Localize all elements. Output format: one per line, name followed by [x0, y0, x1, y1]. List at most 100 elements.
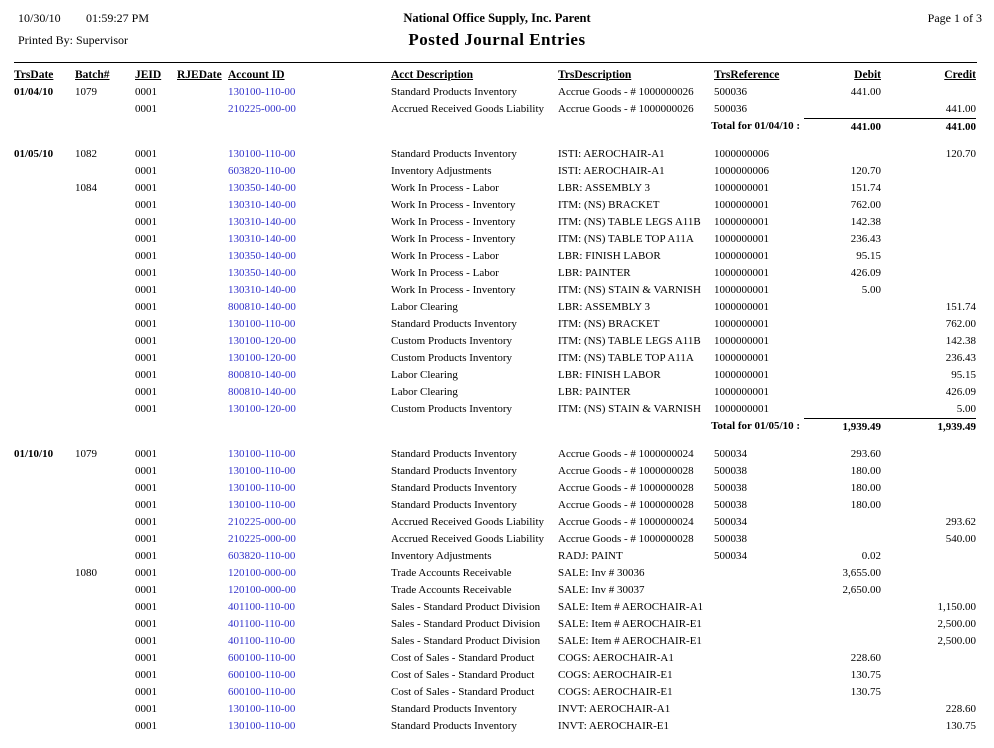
cell-trs-reference: 500034 [714, 550, 747, 562]
account-id-link[interactable]: 130100-110-00 [228, 148, 296, 160]
account-id-link[interactable]: 600100-110-00 [228, 686, 296, 698]
account-id-link[interactable]: 130100-110-00 [228, 499, 296, 511]
account-id-link[interactable]: 130100-110-00 [228, 703, 296, 715]
account-id-link[interactable]: 401100-110-00 [228, 618, 296, 630]
cell-debit: 236.43 [850, 233, 881, 245]
total-label: Total for 01/05/10 : [711, 420, 800, 432]
account-id-link[interactable]: 130350-140-00 [228, 267, 296, 279]
account-id-link[interactable]: 210225-000-00 [228, 516, 296, 528]
account-id-link[interactable]: 800810-140-00 [228, 301, 296, 313]
cell-jeid: 0001 [135, 148, 157, 160]
cell-batch: 1079 [75, 448, 97, 460]
account-id-link[interactable]: 120100-000-00 [228, 567, 296, 579]
cell-acct-description: Cost of Sales - Standard Product [391, 686, 535, 698]
cell-trs-reference: 500038 [714, 499, 747, 511]
cell-trs-reference: 500038 [714, 482, 747, 494]
cell-trs-reference: 1000000001 [714, 369, 769, 381]
account-id-link[interactable]: 130310-140-00 [228, 233, 296, 245]
print-date: 10/30/10 [18, 11, 61, 25]
cell-credit: 1,150.00 [937, 601, 977, 613]
cell-debit: 95.15 [856, 250, 881, 262]
account-id-link[interactable]: 800810-140-00 [228, 369, 296, 381]
cell-jeid: 0001 [135, 86, 157, 98]
column-header-debit: Debit [854, 69, 881, 81]
cell-acct-description: Inventory Adjustments [391, 165, 492, 177]
cell-trs-reference: 500034 [714, 516, 747, 528]
account-id-link[interactable]: 130100-120-00 [228, 335, 296, 347]
cell-acct-description: Accrued Received Goods Liability [391, 103, 545, 115]
account-id-link[interactable]: 130310-140-00 [228, 284, 296, 296]
account-id-link[interactable]: 600100-110-00 [228, 652, 296, 664]
account-id-link[interactable]: 130350-140-00 [228, 182, 296, 194]
account-id-link[interactable]: 603820-110-00 [228, 550, 296, 562]
account-id-link[interactable]: 401100-110-00 [228, 601, 296, 613]
journal-row: 0001 210225-000-00 Accrued Received Goods … [0, 531, 994, 548]
cell-trs-description: ITM: (NS) STAIN & VARNISH [558, 284, 701, 296]
account-id-link[interactable]: 800810-140-00 [228, 386, 296, 398]
cell-trs-description: Accrue Goods - # 1000000026 [558, 86, 694, 98]
account-id-link[interactable]: 130100-110-00 [228, 86, 296, 98]
account-id-link[interactable]: 401100-110-00 [228, 635, 296, 647]
account-id-link[interactable]: 130310-140-00 [228, 216, 296, 228]
cell-jeid: 0001 [135, 550, 157, 562]
total-row: Total for 01/04/10 : 441.00 441.00 [0, 117, 994, 135]
cell-trs-description: LBR: ASSEMBLY 3 [558, 182, 651, 194]
journal-row: 0001 600100-110-00 Cost of Sales - Standar… [0, 650, 994, 667]
account-id-link[interactable]: 603820-110-00 [228, 165, 296, 177]
cell-jeid: 0001 [135, 448, 157, 460]
account-id-link[interactable]: 600100-110-00 [228, 669, 296, 681]
cell-credit: 540.00 [945, 533, 976, 545]
journal-row: 0001 800810-140-00 Labor Clearing LBR: ASSE… [0, 299, 994, 316]
cell-jeid: 0001 [135, 567, 157, 579]
cell-jeid: 0001 [135, 465, 157, 477]
cell-trs-description: LBR: PAINTER [558, 267, 631, 279]
account-id-link[interactable]: 130100-110-00 [228, 318, 296, 330]
account-id-link[interactable]: 130100-110-00 [228, 448, 296, 460]
cell-jeid: 0001 [135, 403, 157, 415]
account-id-link[interactable]: 210225-000-00 [228, 533, 296, 545]
cell-jeid: 0001 [135, 250, 157, 262]
column-header-batch: Batch# [75, 69, 110, 81]
journal-row: 0001 130100-120-00 Custom Products Invento… [0, 333, 994, 350]
account-id-link[interactable]: 120100-000-00 [228, 584, 296, 596]
account-id-link[interactable]: 130100-120-00 [228, 403, 296, 415]
cell-jeid: 0001 [135, 352, 157, 364]
cell-acct-description: Standard Products Inventory [391, 720, 517, 732]
cell-trs-reference: 1000000001 [714, 352, 769, 364]
cell-debit: 2,650.00 [842, 584, 882, 596]
cell-credit: 2,500.00 [937, 635, 977, 647]
column-header-accountid: Account ID [228, 69, 285, 81]
account-id-link[interactable]: 130100-120-00 [228, 352, 296, 364]
cell-acct-description: Custom Products Inventory [391, 352, 512, 364]
account-id-link[interactable]: 210225-000-00 [228, 103, 296, 115]
account-id-link[interactable]: 130100-110-00 [228, 465, 296, 477]
account-id-link[interactable]: 130100-110-00 [228, 482, 296, 494]
cell-trs-description: ISTI: AEROCHAIR-A1 [558, 165, 665, 177]
cell-jeid: 0001 [135, 703, 157, 715]
cell-debit: 3,655.00 [842, 567, 882, 579]
journal-row: 0001 800810-140-00 Labor Clearing LBR: FINI… [0, 367, 994, 384]
cell-trs-description: COGS: AEROCHAIR-E1 [558, 669, 673, 681]
cell-trs-description: ITM: (NS) TABLE TOP A11A [558, 352, 694, 364]
cell-jeid: 0001 [135, 267, 157, 279]
cell-trs-reference: 1000000001 [714, 216, 769, 228]
account-id-link[interactable]: 130350-140-00 [228, 250, 296, 262]
cell-jeid: 0001 [135, 103, 157, 115]
account-id-link[interactable]: 130310-140-00 [228, 199, 296, 211]
cell-trs-description: Accrue Goods - # 1000000028 [558, 482, 694, 494]
cell-trs-description: ITM: (NS) TABLE LEGS A11B [558, 335, 701, 347]
column-header-row: TrsDate Batch# JEID RJEDate Account ID A… [0, 67, 994, 83]
cell-acct-description: Trade Accounts Receivable [391, 567, 512, 579]
cell-jeid: 0001 [135, 216, 157, 228]
cell-acct-description: Work In Process - Labor [391, 182, 499, 194]
header-rule [14, 62, 977, 63]
account-id-link[interactable]: 130100-110-00 [228, 720, 296, 732]
cell-debit: 293.60 [850, 448, 881, 460]
cell-credit: 142.38 [945, 335, 976, 347]
cell-trs-reference: 1000000001 [714, 318, 769, 330]
cell-trs-reference: 500038 [714, 533, 747, 545]
cell-jeid: 0001 [135, 165, 157, 177]
cell-trsdate: 01/05/10 [14, 148, 54, 160]
section-gap [0, 435, 994, 446]
